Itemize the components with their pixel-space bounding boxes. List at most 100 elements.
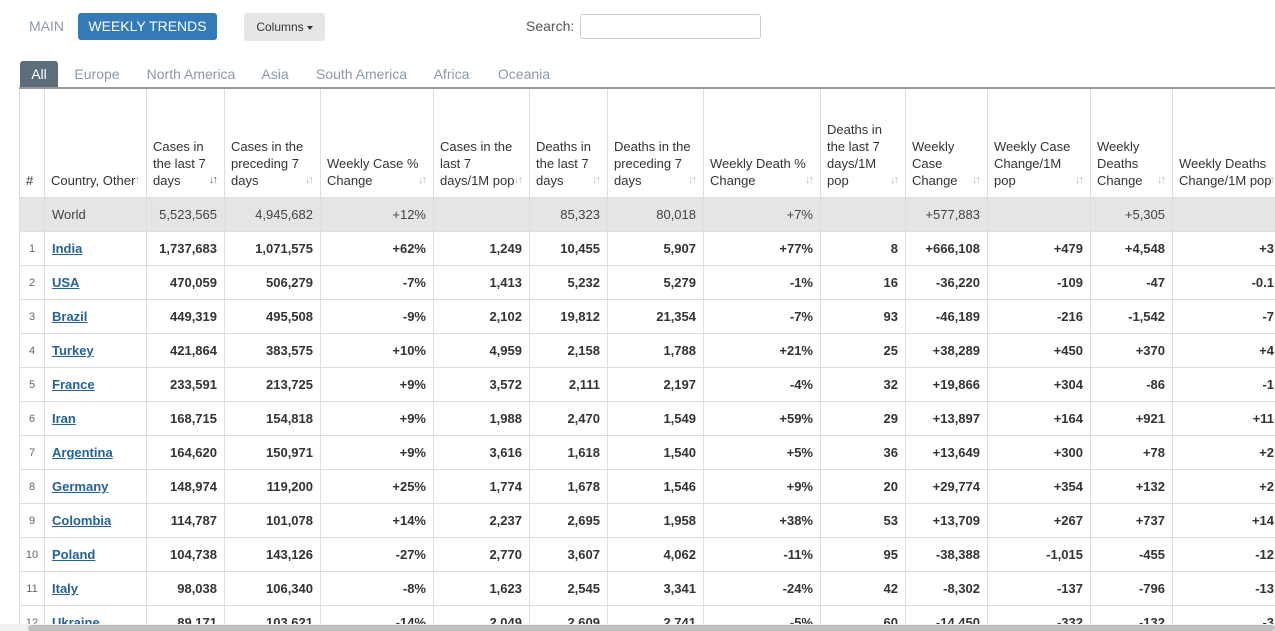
- value-cell: -1%: [703, 265, 821, 300]
- column-header-4[interactable]: Weekly Case % Change ↓↑: [320, 87, 434, 198]
- sort-arrows-icon[interactable]: ↓↑: [418, 174, 427, 186]
- value-cell: -8,302: [905, 571, 988, 606]
- value-cell: 93: [820, 299, 906, 334]
- value-cell: 21,354: [607, 299, 704, 334]
- rank-cell: 9: [19, 503, 45, 538]
- rank-cell: 8: [19, 469, 45, 504]
- sort-arrows-icon[interactable]: ↓↑: [1075, 174, 1084, 186]
- country-link[interactable]: Ukraine: [52, 615, 100, 624]
- column-header-10[interactable]: Weekly Case Change ↓↑: [905, 87, 988, 198]
- columns-dropdown-button[interactable]: Columns: [244, 13, 325, 41]
- sort-arrows-icon[interactable]: ↓↑: [592, 174, 601, 186]
- region-tab-africa[interactable]: Africa: [433, 66, 470, 82]
- region-tab-asia[interactable]: Asia: [261, 66, 289, 82]
- value-cell: 154,818: [224, 401, 321, 436]
- value-cell: 5,279: [607, 265, 704, 300]
- column-header-5[interactable]: Cases in the last 7 days/1M pop ↓↑: [433, 87, 530, 198]
- sort-arrows-icon[interactable]: ↓↑: [1266, 174, 1275, 186]
- horizontal-scrollbar[interactable]: [0, 624, 1275, 631]
- sort-arrows-icon[interactable]: ↓↑: [131, 174, 140, 186]
- value-cell: +13,897: [905, 401, 988, 436]
- country-cell: France: [44, 367, 147, 402]
- column-header-12[interactable]: Weekly Deaths Change ↓↑: [1090, 87, 1173, 198]
- value-cell: 119,200: [224, 469, 321, 504]
- value-cell: 95: [820, 537, 906, 572]
- column-header-1[interactable]: Country, Other ↓↑: [44, 87, 147, 198]
- sort-arrows-icon[interactable]: ↓↑: [805, 174, 814, 186]
- rank-cell: 3: [19, 299, 45, 334]
- country-cell: Iran: [44, 401, 147, 436]
- column-header-3[interactable]: Cases in the preceding 7 days ↓↑: [224, 87, 321, 198]
- table-row: 3 Brazil 449,319 495,508 -9% 2,102 19,812 21,35…: [19, 299, 1275, 334]
- country-link[interactable]: Germany: [52, 479, 109, 494]
- sort-arrows-icon[interactable]: ↓↑: [1157, 174, 1166, 186]
- value-cell: 2,470: [529, 401, 608, 436]
- value-cell: +300: [987, 435, 1091, 470]
- column-header-9[interactable]: Deaths in the last 7 days/1M pop ↓↑: [820, 87, 906, 198]
- sort-arrows-icon[interactable]: ↓↑: [514, 174, 523, 186]
- value-cell: +9%: [320, 401, 434, 436]
- search-input[interactable]: [580, 14, 761, 39]
- sort-arrows-icon[interactable]: ↓↑: [305, 174, 314, 186]
- table-row: 1 India 1,737,683 1,071,575 +62% 1,249 10,455 5…: [19, 231, 1275, 266]
- column-header-7[interactable]: Deaths in the preceding 7 days ↓↑: [607, 87, 704, 198]
- region-tab-north-america[interactable]: North America: [146, 66, 236, 82]
- rank-cell: 2: [19, 265, 45, 300]
- value-cell: 36: [820, 435, 906, 470]
- value-cell: 104,738: [146, 537, 225, 572]
- sort-arrows-icon[interactable]: ↓↑: [890, 174, 899, 186]
- value-cell: +666,108: [905, 231, 988, 266]
- value-cell: +267: [987, 503, 1091, 538]
- value-cell: 3,341: [607, 571, 704, 606]
- value-cell: +450: [987, 333, 1091, 368]
- value-cell: 3,607: [529, 537, 608, 572]
- table-row: 7 Argentina 164,620 150,971 +9% 3,616 1,618 1,5…: [19, 435, 1275, 470]
- value-cell: +4: [1172, 333, 1275, 368]
- value-cell: +354: [987, 469, 1091, 504]
- country-cell: Germany: [44, 469, 147, 504]
- sort-arrows-icon[interactable]: ↓↑: [972, 174, 981, 186]
- column-header-0[interactable]: #: [19, 87, 45, 198]
- country-link[interactable]: Colombia: [52, 513, 112, 528]
- region-tab-oceania[interactable]: Oceania: [497, 66, 551, 82]
- country-link[interactable]: USA: [52, 275, 80, 290]
- column-header-6[interactable]: Deaths in the last 7 days ↓↑: [529, 87, 608, 198]
- value-cell: +9%: [320, 367, 434, 402]
- weekly-trends-tab[interactable]: WEEKLY TRENDS: [78, 13, 217, 40]
- sort-arrows-icon[interactable]: ↓↑: [209, 174, 218, 186]
- country-link[interactable]: Turkey: [52, 343, 94, 358]
- columns-label: Columns: [256, 20, 304, 34]
- country-link[interactable]: India: [52, 241, 83, 256]
- value-cell: +10%: [320, 333, 434, 368]
- country-link[interactable]: Brazil: [52, 309, 88, 324]
- region-tab-south-america[interactable]: South America: [315, 66, 408, 82]
- value-cell: -14%: [320, 605, 434, 624]
- country-link[interactable]: Iran: [52, 411, 76, 426]
- column-header-11[interactable]: Weekly Case Change/1M pop ↓↑: [987, 87, 1091, 198]
- sort-arrows-icon[interactable]: ↓↑: [688, 174, 697, 186]
- value-cell: -132: [1090, 605, 1173, 624]
- column-header-8[interactable]: Weekly Death % Change ↓↑: [703, 87, 821, 198]
- column-header-13[interactable]: Weekly Deaths Change/1M pop ↓↑: [1172, 87, 1275, 198]
- value-cell: 2,609: [529, 605, 608, 624]
- value-cell: +12%: [320, 197, 434, 232]
- value-cell: 1,788: [607, 333, 704, 368]
- value-cell: 2,197: [607, 367, 704, 402]
- country-link[interactable]: Poland: [52, 547, 96, 562]
- region-tabs: All Europe North America Asia South Amer…: [20, 61, 1275, 87]
- value-cell: 2,237: [433, 503, 530, 538]
- column-header-2[interactable]: Cases in the last 7 days ↓↑: [146, 87, 225, 198]
- country-link[interactable]: Italy: [52, 581, 79, 596]
- country-cell: Brazil: [44, 299, 147, 334]
- region-tab-all[interactable]: All: [20, 61, 58, 87]
- scrollbar-thumb[interactable]: [28, 625, 1275, 631]
- country-link[interactable]: Argentina: [52, 445, 113, 460]
- main-tab[interactable]: MAIN: [29, 18, 64, 34]
- value-cell: 53: [820, 503, 906, 538]
- value-cell: 2,695: [529, 503, 608, 538]
- country-link[interactable]: France: [52, 377, 95, 392]
- value-cell: 1,249: [433, 231, 530, 266]
- value-cell: +7%: [703, 197, 821, 232]
- region-tab-europe[interactable]: Europe: [74, 66, 120, 82]
- value-cell: 5,907: [607, 231, 704, 266]
